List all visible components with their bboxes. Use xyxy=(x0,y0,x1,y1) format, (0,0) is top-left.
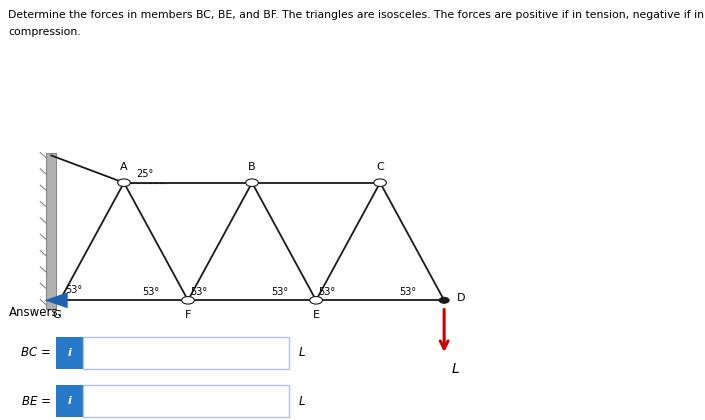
Text: 53°: 53° xyxy=(66,285,82,295)
Text: L: L xyxy=(299,346,305,359)
Text: E: E xyxy=(312,310,319,320)
Text: G: G xyxy=(52,310,61,320)
Text: 53°: 53° xyxy=(142,287,160,297)
Text: L: L xyxy=(451,362,459,376)
Circle shape xyxy=(118,179,130,186)
Text: BC =: BC = xyxy=(21,346,51,359)
Text: A: A xyxy=(120,162,128,172)
Circle shape xyxy=(246,179,259,186)
Circle shape xyxy=(374,179,386,186)
FancyBboxPatch shape xyxy=(56,337,83,369)
FancyBboxPatch shape xyxy=(83,386,289,417)
Text: Answers:: Answers: xyxy=(8,306,62,319)
FancyBboxPatch shape xyxy=(56,386,83,417)
Text: F: F xyxy=(185,310,191,320)
Text: BE =: BE = xyxy=(22,395,51,407)
Circle shape xyxy=(182,297,195,304)
Text: i: i xyxy=(68,348,72,358)
Text: compression.: compression. xyxy=(8,27,81,37)
Text: 53°: 53° xyxy=(190,287,207,297)
Circle shape xyxy=(309,297,322,304)
Text: 53°: 53° xyxy=(399,287,416,297)
Text: C: C xyxy=(376,162,384,172)
Text: 53°: 53° xyxy=(318,287,336,297)
FancyBboxPatch shape xyxy=(83,337,289,369)
Text: 53°: 53° xyxy=(271,287,288,297)
Circle shape xyxy=(439,297,449,303)
Text: B: B xyxy=(248,162,256,172)
Text: L: L xyxy=(299,395,305,407)
Text: 25°: 25° xyxy=(137,168,154,178)
Text: Determine the forces in members BC, BE, and BF. The triangles are isosceles. The: Determine the forces in members BC, BE, … xyxy=(8,10,704,21)
Text: i: i xyxy=(68,396,72,406)
Text: D: D xyxy=(457,293,465,303)
FancyBboxPatch shape xyxy=(46,153,56,309)
